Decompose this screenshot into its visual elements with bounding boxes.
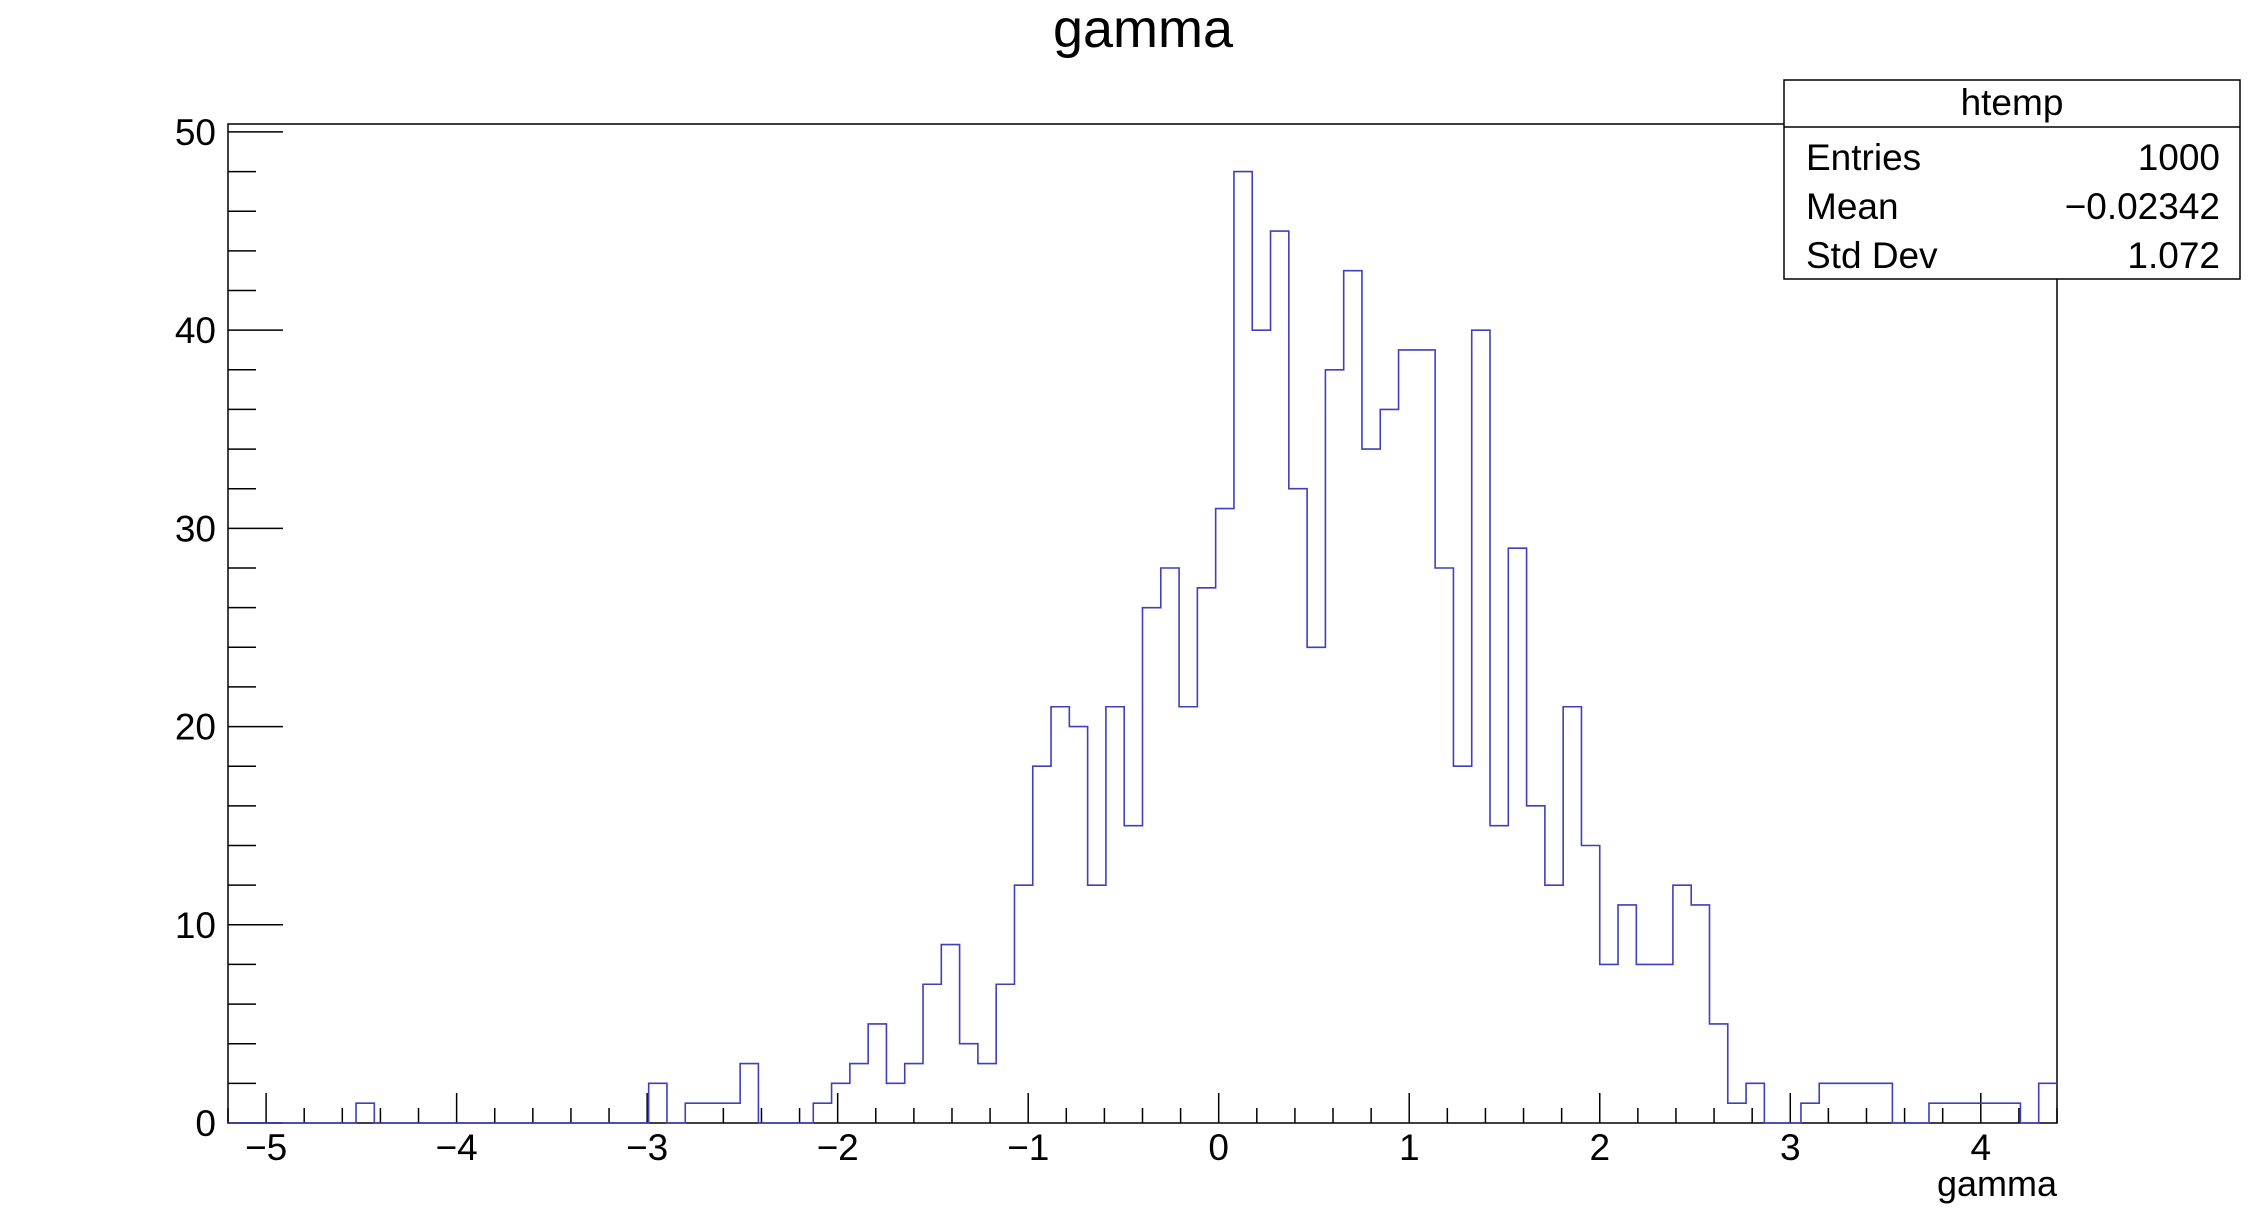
x-tick-label: 4 bbox=[1971, 1127, 1992, 1168]
x-axis-label: gamma bbox=[1937, 1163, 2058, 1204]
x-tick-label: −1 bbox=[1007, 1127, 1049, 1168]
y-tick-label: 10 bbox=[175, 905, 216, 946]
x-tick-label: −5 bbox=[245, 1127, 287, 1168]
chart-title: gamma bbox=[1053, 0, 1234, 59]
stats-value-mean: −0.02342 bbox=[2065, 186, 2220, 227]
x-tick-label: −4 bbox=[436, 1127, 478, 1168]
x-tick-label: 0 bbox=[1208, 1127, 1229, 1168]
stats-value-stddev: 1.072 bbox=[2127, 235, 2220, 276]
stats-value-entries: 1000 bbox=[2138, 137, 2220, 178]
y-tick-label: 30 bbox=[175, 508, 216, 549]
stats-label-stddev: Std Dev bbox=[1806, 235, 1938, 276]
x-axis: −5 −4 −3 −2 −1 0 1 2 3 4 bbox=[227, 1093, 2058, 1168]
stats-label-entries: Entries bbox=[1806, 137, 1921, 178]
y-tick-label: 40 bbox=[175, 310, 216, 351]
stats-label-mean: Mean bbox=[1806, 186, 1899, 227]
x-tick-label: −3 bbox=[626, 1127, 668, 1168]
x-tick-label: −2 bbox=[817, 1127, 859, 1168]
stats-box-frame bbox=[1783, 79, 2241, 280]
y-tick-label: 50 bbox=[175, 112, 216, 153]
y-tick-label: 0 bbox=[195, 1103, 216, 1144]
x-tick-label: 1 bbox=[1399, 1127, 1420, 1168]
stats-box: htemp Entries 1000 Mean −0.02342 Std Dev… bbox=[1783, 79, 2241, 280]
y-tick-label: 20 bbox=[175, 707, 216, 748]
x-tick-label: 2 bbox=[1589, 1127, 1610, 1168]
histogram-line bbox=[228, 170, 2057, 1124]
x-tick-label: 3 bbox=[1780, 1127, 1801, 1168]
stats-box-title: htemp bbox=[1961, 82, 2064, 123]
y-axis: 0 10 20 30 40 50 bbox=[175, 112, 283, 1144]
